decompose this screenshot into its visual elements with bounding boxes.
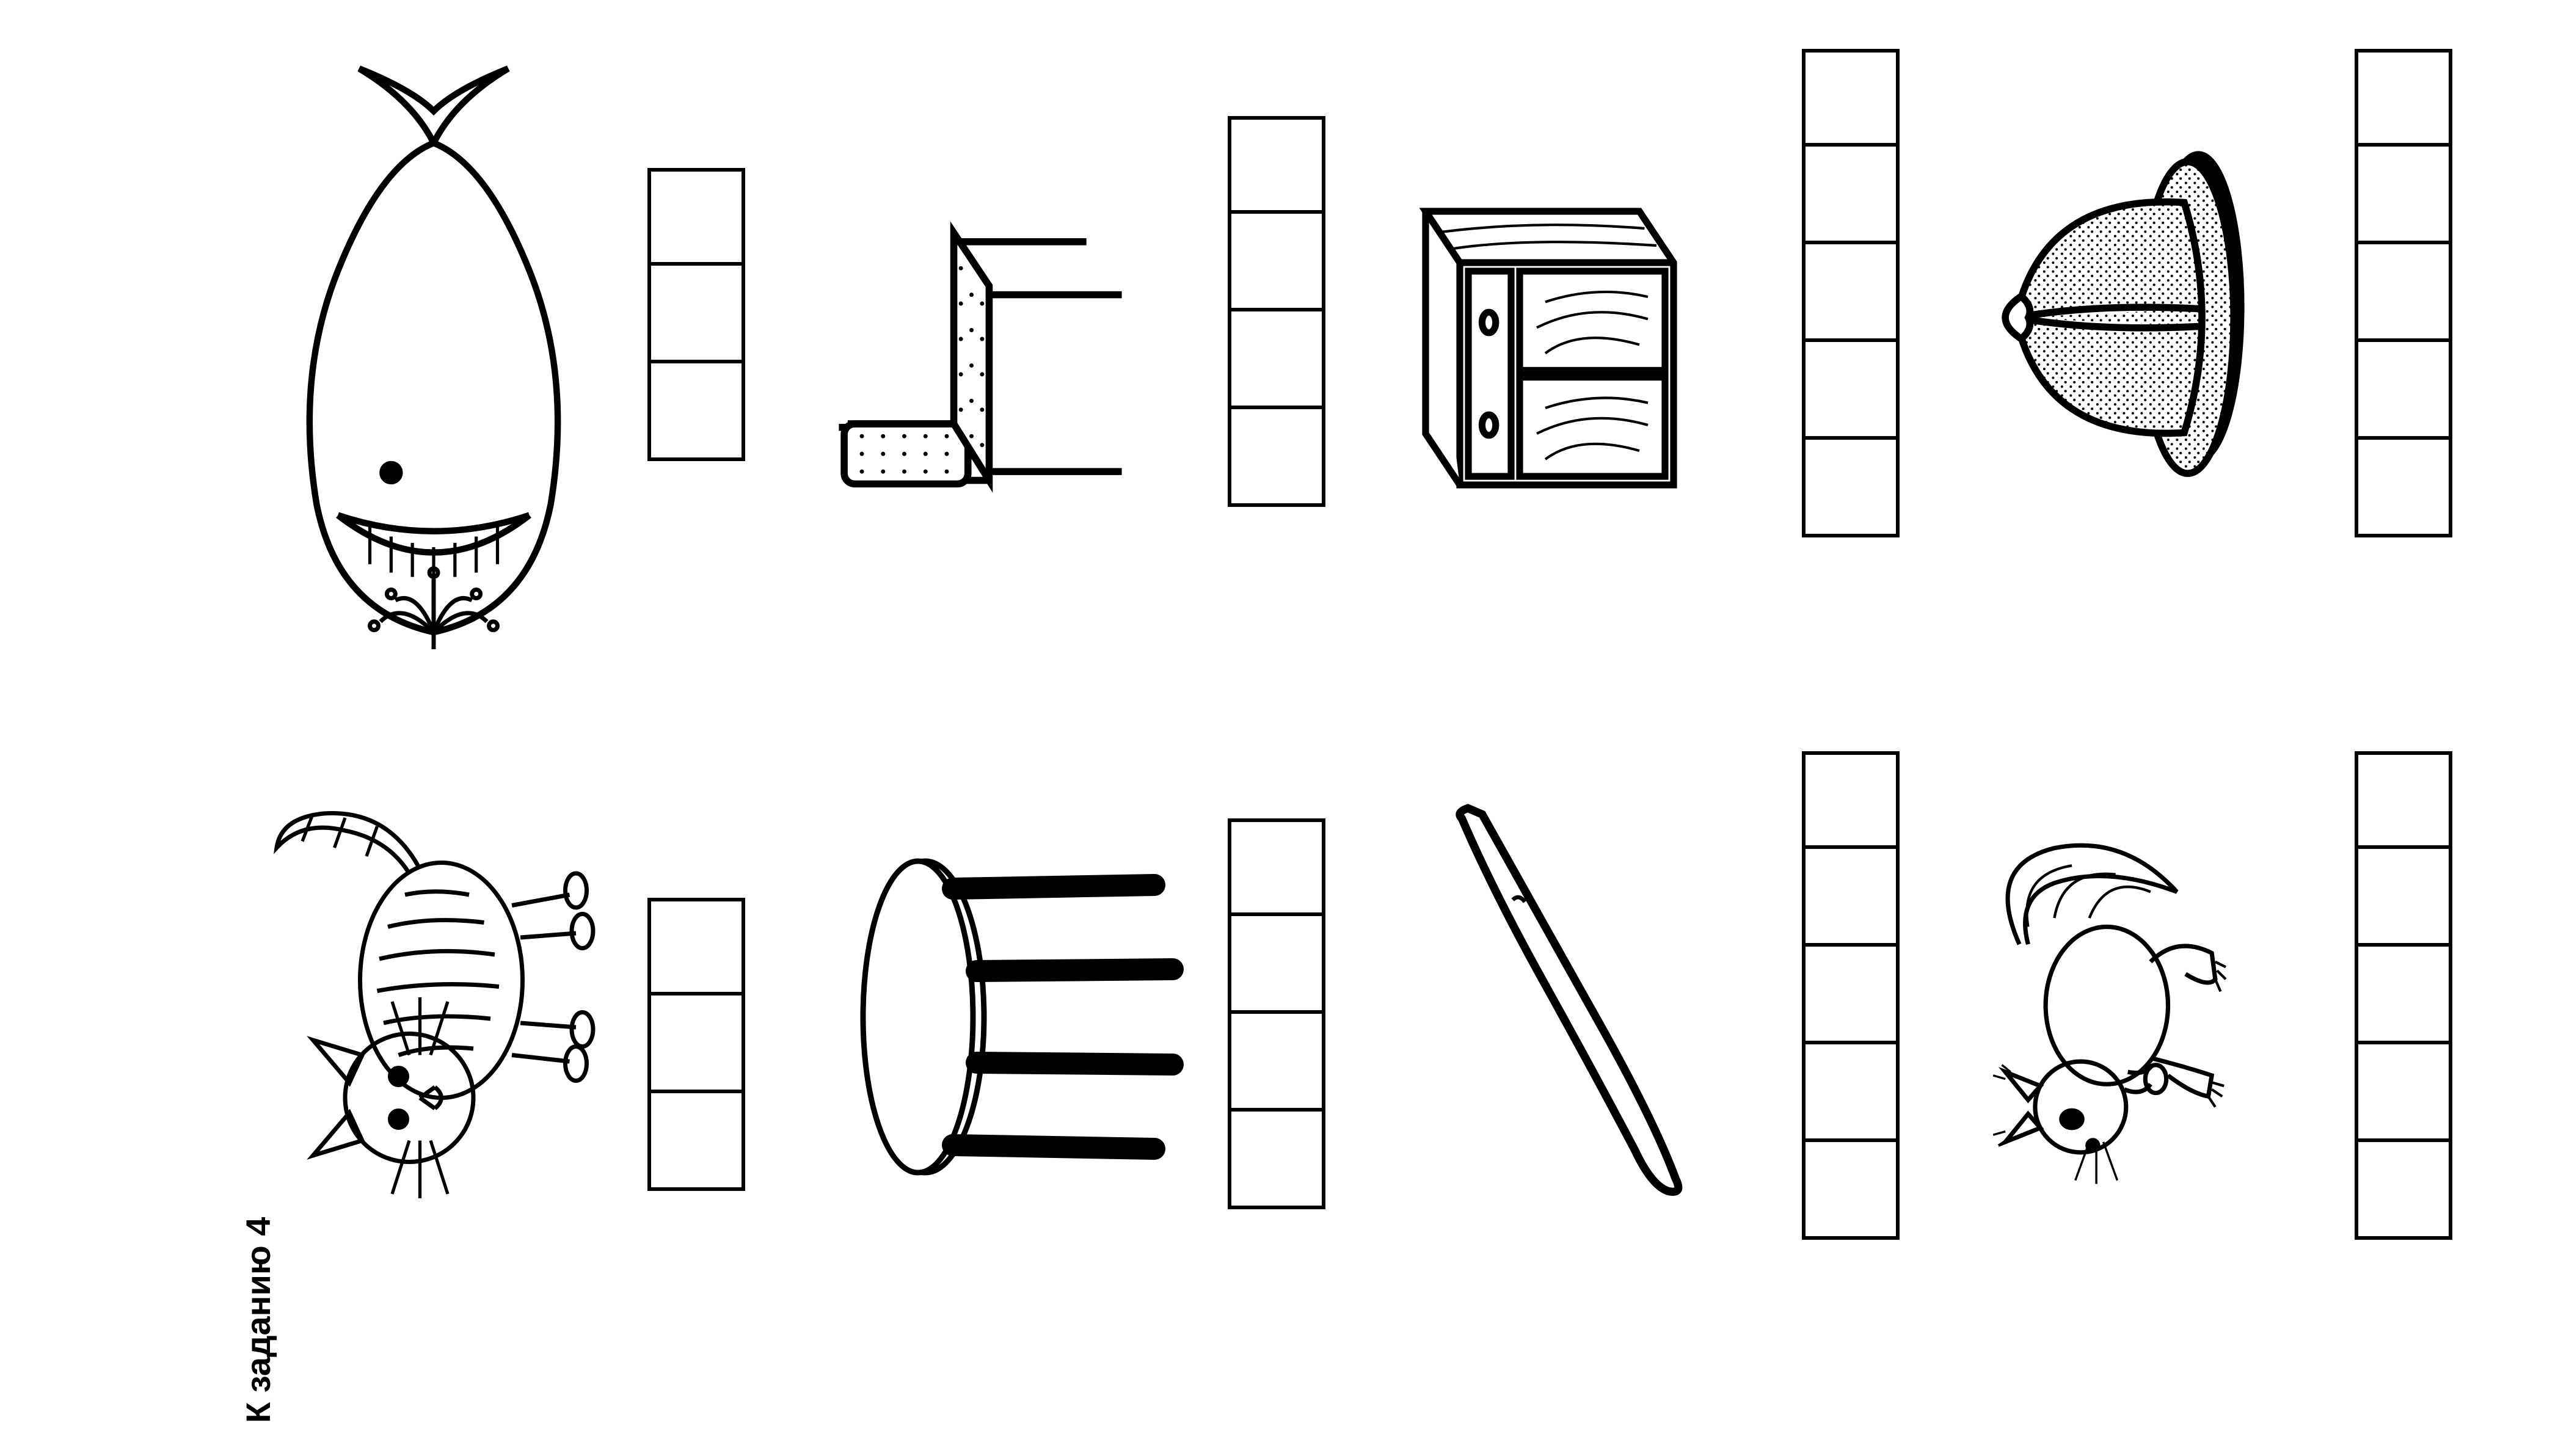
answer-box[interactable] (1802, 849, 1900, 947)
answer-box[interactable] (647, 996, 745, 1093)
cat-boxes (647, 898, 745, 1191)
answer-box[interactable] (1228, 1014, 1325, 1112)
cabinet-boxes (1802, 49, 1900, 537)
answer-box[interactable] (1802, 244, 1900, 342)
answer-box[interactable] (1228, 1112, 1325, 1209)
answer-box[interactable] (2355, 440, 2452, 537)
chair-boxes (1228, 116, 1325, 507)
answer-box[interactable] (1802, 440, 1900, 537)
answer-box[interactable] (647, 1093, 745, 1191)
answer-box[interactable] (647, 266, 745, 363)
answer-box[interactable] (2355, 342, 2452, 440)
answer-box[interactable] (2355, 1142, 2452, 1240)
answer-box[interactable] (1228, 214, 1325, 311)
answer-box[interactable] (1802, 947, 1900, 1044)
stick-boxes (1802, 751, 1900, 1240)
squirrel-picture (1906, 855, 2290, 1191)
answer-box[interactable] (2355, 244, 2452, 342)
answer-box[interactable] (1802, 147, 1900, 244)
helmet-boxes (2355, 49, 2452, 537)
answer-box[interactable] (647, 168, 745, 266)
answer-box[interactable] (2355, 49, 2452, 147)
answer-box[interactable] (2355, 849, 2452, 947)
answer-box[interactable] (1802, 49, 1900, 147)
worksheet-title: К заданию 4 (238, 1217, 278, 1423)
chair-picture (782, 171, 1179, 507)
answer-box[interactable] (1228, 916, 1325, 1014)
answer-box[interactable] (647, 898, 745, 996)
answer-box[interactable] (1802, 1044, 1900, 1142)
answer-box[interactable] (2355, 751, 2452, 849)
whale-picture (220, 37, 647, 653)
answer-box[interactable] (1802, 751, 1900, 849)
answer-box[interactable] (647, 363, 745, 461)
squirrel-boxes (2355, 751, 2452, 1240)
cat-picture (195, 788, 623, 1215)
cabinet-picture (1374, 177, 1716, 519)
helmet-picture (1936, 140, 2290, 495)
whale-boxes (647, 168, 745, 461)
answer-box[interactable] (2355, 947, 2452, 1044)
answer-box[interactable] (2355, 1044, 2452, 1142)
answer-box[interactable] (2355, 147, 2452, 244)
answer-box[interactable] (1228, 409, 1325, 507)
answer-box[interactable] (1228, 116, 1325, 214)
answer-box[interactable] (1802, 1142, 1900, 1240)
answer-box[interactable] (1228, 818, 1325, 916)
table-picture (825, 824, 1191, 1209)
stick-picture (1411, 788, 1716, 1215)
answer-box[interactable] (1228, 311, 1325, 409)
answer-box[interactable] (1802, 342, 1900, 440)
table-boxes (1228, 818, 1325, 1209)
